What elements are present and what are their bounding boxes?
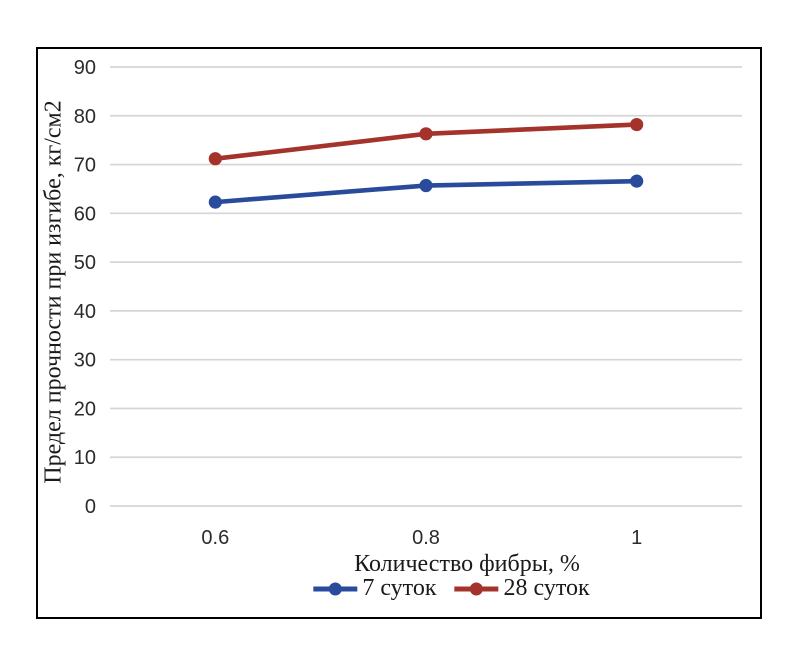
data-point-marker — [419, 178, 433, 193]
plot-area: 0 10 20 30 40 50 60 70 80 90 0.6 0.8 1 — [74, 57, 742, 549]
y-tick-label: 90 — [74, 57, 96, 79]
data-point-marker — [630, 117, 644, 132]
x-axis-title: Количество фибры, % — [354, 551, 580, 577]
line-chart: 0 10 20 30 40 50 60 70 80 90 0.6 0.8 1 Предел прочно… — [36, 47, 762, 619]
y-tick-label: 50 — [74, 252, 96, 274]
x-tick-label: 0.8 — [412, 527, 440, 549]
data-point-marker — [630, 174, 644, 188]
legend-item-series-1: 28 суток — [454, 575, 590, 602]
x-tick-label: 0.6 — [201, 527, 229, 549]
y-tick-label: 30 — [74, 350, 96, 372]
y-tick-label: 10 — [74, 447, 96, 469]
legend-label-series-0: 7 суток — [362, 575, 437, 601]
x-tick-label: 1 — [631, 527, 642, 549]
legend-marker-line-circle-icon — [313, 582, 358, 595]
legend: 7 суток 28 суток — [312, 575, 590, 602]
y-tick-label: 40 — [74, 301, 96, 323]
data-point-marker — [419, 127, 433, 141]
data-point-marker — [208, 195, 222, 209]
data-point-marker — [208, 152, 222, 166]
legend-label-series-1: 28 суток — [503, 575, 590, 601]
y-tick-label: 80 — [74, 106, 96, 128]
y-tick-label: 0 — [85, 496, 96, 518]
legend-item-series-0: 7 суток — [312, 575, 437, 602]
y-tick-label: 20 — [74, 398, 96, 420]
y-axis-title: Предел прочности при изгибе, кг/см2 — [40, 100, 67, 484]
legend-marker-line-circle-icon — [454, 582, 499, 595]
y-tick-label: 60 — [74, 203, 96, 225]
y-tick-label: 70 — [74, 155, 96, 177]
